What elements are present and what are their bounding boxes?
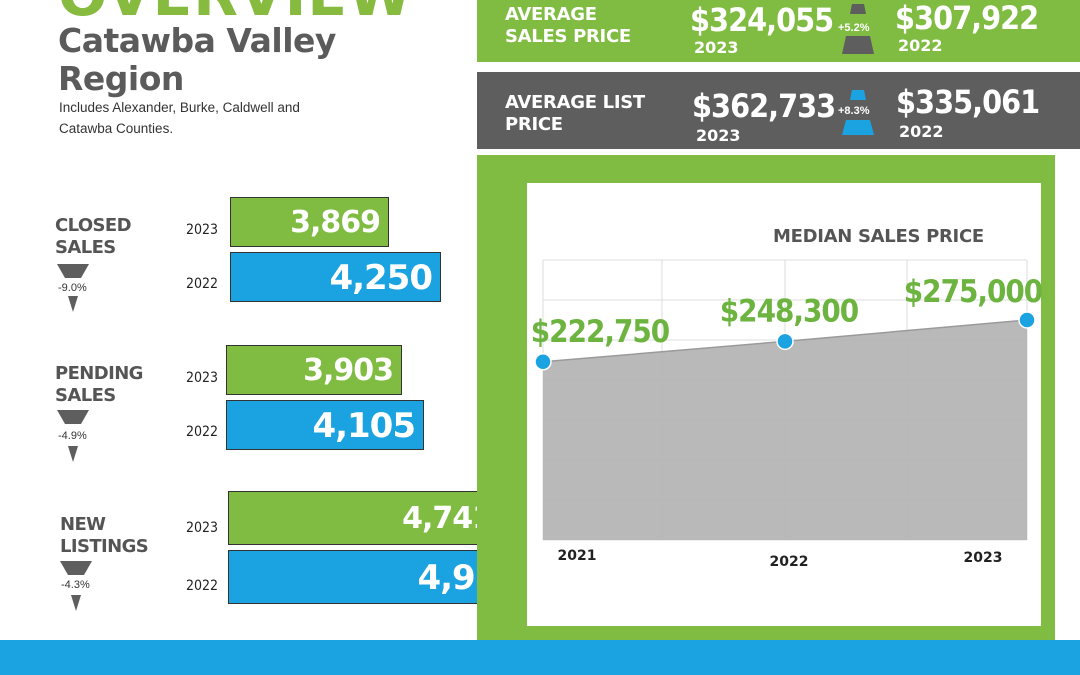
closed-sales-label-line2: SALES	[55, 237, 116, 258]
average-sales-price-2023-year: 2023	[694, 38, 739, 57]
closed-sales-label: CLOSED SALES	[55, 215, 132, 259]
closed-sales-bar-2023: 3,869	[230, 197, 389, 247]
closed-sales-change: -9.0%	[58, 282, 87, 294]
decrease-funnel-icon	[57, 410, 89, 462]
average-list-price-2022: $335,061	[896, 83, 1040, 121]
chart-point	[534, 353, 552, 371]
new-listings-label-line2: LISTINGS	[60, 536, 149, 557]
new-listings-change: -4.3%	[61, 579, 90, 591]
average-list-price-2022-year: 2022	[899, 122, 944, 141]
pending-sales-year-2023: 2023	[186, 370, 219, 386]
average-sales-price-2022-year: 2022	[898, 36, 943, 55]
chart-point	[1018, 311, 1036, 329]
average-sales-price-panel: AVERAGE SALES PRICE $324,055 2023 +5.2% …	[477, 0, 1080, 62]
average-sales-price-label-line1: AVERAGE	[505, 4, 597, 25]
counties-note: Includes Alexander, Burke, Caldwell and …	[59, 97, 359, 139]
average-list-price-label: AVERAGE LIST PRICE	[505, 92, 645, 136]
closed-sales-year-2023: 2023	[186, 222, 219, 238]
pending-sales-bar-2023: 3,903	[226, 345, 402, 395]
closed-sales-bar-2022: 4,250	[230, 252, 441, 302]
average-list-price-label-line2: PRICE	[505, 114, 563, 135]
pending-sales-change: -4.9%	[58, 430, 87, 442]
counties-note-line2: Catawba Counties.	[59, 121, 174, 136]
chart-x-tick-label: 2022	[770, 554, 809, 570]
average-sales-price-change: +5.2%	[838, 22, 870, 34]
new-listings-year-2022: 2022	[186, 578, 219, 594]
footer-band	[0, 640, 1080, 675]
page-title: OVERVIEW	[58, 0, 413, 24]
average-list-price-2023-year: 2023	[696, 126, 741, 145]
pending-sales-bar-2022: 4,105	[226, 400, 424, 450]
chart-title: MEDIAN SALES PRICE	[773, 226, 984, 247]
closed-sales-year-2022: 2022	[186, 276, 219, 292]
average-sales-price-label: AVERAGE SALES PRICE	[505, 4, 631, 48]
pending-sales-year-2022: 2022	[186, 424, 219, 440]
counties-note-line1: Includes Alexander, Burke, Caldwell and	[59, 100, 300, 115]
region-title-line1: Catawba Valley	[58, 21, 336, 60]
region-title: Catawba Valley Region	[58, 22, 336, 98]
new-listings-label-line1: NEW	[60, 514, 106, 535]
chart-point	[776, 332, 794, 351]
decrease-funnel-icon	[57, 264, 89, 312]
average-sales-price-2023: $324,055	[690, 1, 834, 39]
new-listings-label: NEW LISTINGS	[60, 514, 149, 558]
chart-x-tick-label: 2021	[558, 548, 597, 564]
chart-area	[543, 320, 1027, 540]
increase-triangle-icon	[842, 90, 874, 135]
decrease-funnel-icon	[60, 561, 92, 611]
increase-triangle-icon	[842, 4, 874, 54]
chart-data-label: $222,750	[531, 314, 670, 350]
average-list-price-label-line1: AVERAGE LIST	[505, 92, 645, 113]
average-list-price-change: +8.3%	[838, 105, 870, 117]
average-sales-price-2022: $307,922	[895, 0, 1039, 37]
chart-data-label: $248,300	[720, 293, 859, 329]
pending-sales-label: PENDING SALES	[55, 363, 143, 407]
average-list-price-panel: AVERAGE LIST PRICE $362,733 2023 +8.3% $…	[477, 72, 1080, 149]
closed-sales-label-line1: CLOSED	[55, 215, 132, 236]
pending-sales-label-line2: SALES	[55, 385, 116, 406]
pending-sales-label-line1: PENDING	[55, 363, 143, 384]
average-sales-price-label-line2: SALES PRICE	[505, 26, 631, 47]
chart-x-tick-label: 2023	[964, 550, 1003, 566]
average-list-price-2023: $362,733	[692, 87, 836, 125]
new-listings-year-2023: 2023	[186, 520, 219, 536]
chart-data-label: $275,000	[904, 274, 1043, 310]
region-title-line2: Region	[58, 59, 184, 98]
